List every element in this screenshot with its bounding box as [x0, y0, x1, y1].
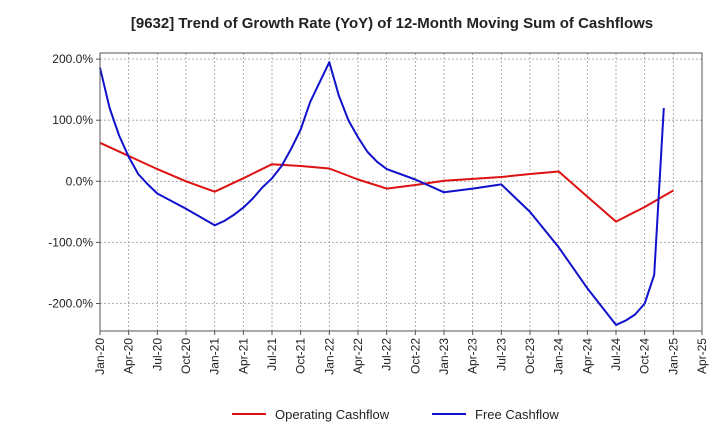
y-tick-label: 100.0%	[52, 113, 93, 127]
x-tick-label: Jul-20	[150, 338, 164, 371]
x-tick-label: Oct-21	[294, 338, 308, 374]
y-tick-label: 0.0%	[66, 174, 94, 188]
x-tick-label: Oct-20	[179, 338, 193, 374]
plot-background	[100, 53, 702, 331]
axes	[99, 52, 703, 332]
legend: Operating Cashflow Free Cashflow	[232, 407, 559, 422]
x-axis-ticks: Jan-20 Apr-20 Jul-20 Oct-20 Jan-21 Apr-21 Jul-…	[93, 331, 709, 375]
plot-area	[100, 53, 702, 331]
y-axis-ticks: 200.0% 100.0% 0.0% -100.0% -200.0%	[48, 52, 100, 311]
x-tick-label: Apr-21	[236, 338, 250, 374]
x-tick-label: Jul-24	[609, 338, 623, 371]
y-tick-label: -200.0%	[48, 297, 93, 311]
x-tick-label: Jul-23	[494, 338, 508, 371]
x-tick-label: Oct-23	[523, 338, 537, 374]
series-line-operating-cashflow	[99, 141, 674, 223]
x-tick-label: Jan-20	[93, 338, 107, 375]
chart-title: [9632] Trend of Growth Rate (YoY) of 12-…	[131, 15, 653, 32]
x-tick-label: Oct-22	[408, 338, 422, 374]
x-tick-label: Apr-24	[580, 338, 594, 374]
x-tick-label: Jan-25	[666, 338, 680, 375]
series-line-free-cashflow	[99, 61, 665, 326]
x-tick-label: Oct-24	[638, 338, 652, 374]
x-tick-label: Jan-21	[208, 338, 222, 375]
x-tick-label: Apr-22	[351, 338, 365, 374]
x-tick-label: Jul-21	[265, 338, 279, 371]
x-tick-label: Apr-20	[122, 338, 136, 374]
legend-label-operating-cashflow: Operating Cashflow	[275, 407, 390, 422]
x-tick-label: Jan-23	[437, 338, 451, 375]
y-tick-label: 200.0%	[52, 52, 93, 66]
y-tick-label: -100.0%	[48, 235, 93, 249]
x-tick-label: Jan-24	[552, 338, 566, 375]
series-layer	[99, 61, 674, 326]
x-tick-label: Jan-22	[322, 338, 336, 375]
x-tick-label: Jul-22	[380, 338, 394, 371]
plot-frame	[99, 52, 703, 332]
x-tick-label: Apr-25	[695, 338, 709, 374]
grid-lines	[99, 53, 703, 331]
legend-label-free-cashflow: Free Cashflow	[475, 407, 559, 422]
x-tick-label: Apr-23	[466, 338, 480, 374]
